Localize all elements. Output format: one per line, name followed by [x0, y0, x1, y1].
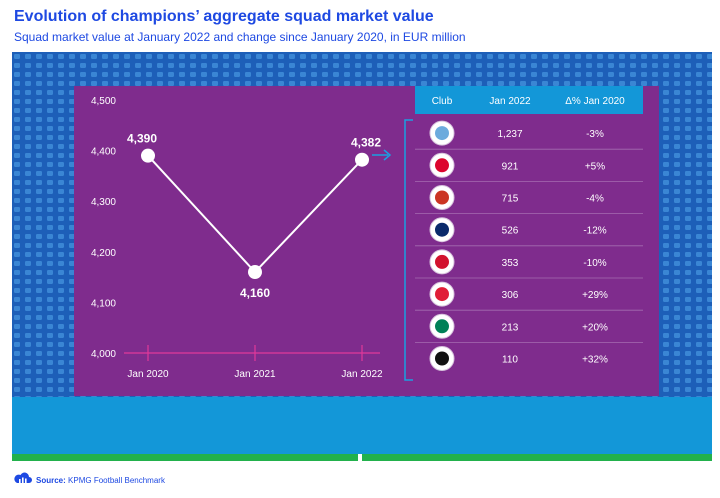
- table-cell-change: +20%: [582, 322, 608, 333]
- series-line: [147, 154, 363, 274]
- table-cell-value: 921: [502, 161, 519, 172]
- chart-panel: [74, 86, 659, 396]
- club-table: Club Jan 2022 Δ% Jan 2020 1,237 -3% 921 +5% 715…: [372, 86, 643, 381]
- y-tick-label: 4,200: [91, 248, 116, 259]
- table-column-header: Club: [432, 96, 453, 107]
- data-point: [141, 148, 155, 163]
- table-cell-value: 1,237: [497, 129, 522, 140]
- x-tick-label: Jan 2021: [234, 369, 276, 380]
- data-label: 4,390: [127, 132, 157, 146]
- data-point: [355, 152, 369, 167]
- table-column-header: Jan 2022: [489, 96, 531, 107]
- table-header-bg: [415, 86, 643, 114]
- y-tick-label: 4,300: [91, 197, 116, 208]
- x-tick-label: Jan 2022: [341, 369, 383, 380]
- table-cell-value: 715: [502, 194, 519, 205]
- table-cell-value: 213: [502, 322, 519, 333]
- table-cell-change: -12%: [583, 226, 606, 237]
- table-bracket: [404, 119, 413, 381]
- table-cell-change: -10%: [583, 258, 606, 269]
- connector-arrow: [372, 149, 392, 161]
- data-label: 4,160: [240, 286, 270, 300]
- cloud-icon: [14, 472, 32, 483]
- crest-emblem: [435, 222, 449, 237]
- crest-emblem: [435, 190, 449, 205]
- x-axis: Jan 2020 Jan 2021 Jan 2022: [124, 345, 383, 380]
- chart-series: 4,390 4,160 4,382: [127, 132, 381, 300]
- footer-rule-right: [362, 454, 712, 461]
- source-label: Source:: [36, 476, 66, 485]
- data-label: 4,382: [351, 136, 381, 150]
- table-cell-value: 306: [502, 290, 519, 301]
- table-cell-change: +5%: [585, 161, 605, 172]
- chart-title: Evolution of champions’ aggregate squad …: [14, 8, 434, 25]
- table-cell-value: 110: [502, 355, 518, 366]
- table-cell-change: -3%: [586, 129, 604, 140]
- y-axis: 4,000 4,100 4,200 4,300 4,400 4,500: [91, 96, 116, 360]
- crest-emblem: [435, 254, 449, 269]
- table-cell-change: -4%: [586, 194, 604, 205]
- y-tick-label: 4,400: [91, 147, 116, 158]
- table-cell-value: 526: [502, 226, 519, 237]
- table-cell-value: 353: [502, 258, 519, 269]
- source-text: KPMG Football Benchmark: [68, 476, 165, 485]
- stadium-background: [12, 52, 712, 454]
- y-tick-label: 4,500: [91, 96, 116, 107]
- table-cell-change: +29%: [582, 290, 608, 301]
- table-cell-change: +32%: [582, 355, 608, 366]
- stadium-wall: [12, 397, 712, 454]
- footer-rule-left: [12, 454, 358, 461]
- y-tick-label: 4,000: [91, 349, 116, 360]
- table-column-header: Δ% Jan 2020: [565, 96, 625, 107]
- data-point: [248, 265, 262, 280]
- crest-emblem: [435, 126, 449, 141]
- y-tick-label: 4,100: [91, 298, 116, 309]
- x-tick-label: Jan 2020: [127, 369, 169, 380]
- crest-emblem: [435, 158, 449, 173]
- crest-emblem: [435, 351, 449, 366]
- crest-emblem: [435, 287, 449, 302]
- chart-subtitle: Squad market value at January 2022 and c…: [14, 30, 466, 44]
- source-note: Source: KPMG Football Benchmark: [36, 476, 165, 485]
- crest-emblem: [435, 319, 449, 334]
